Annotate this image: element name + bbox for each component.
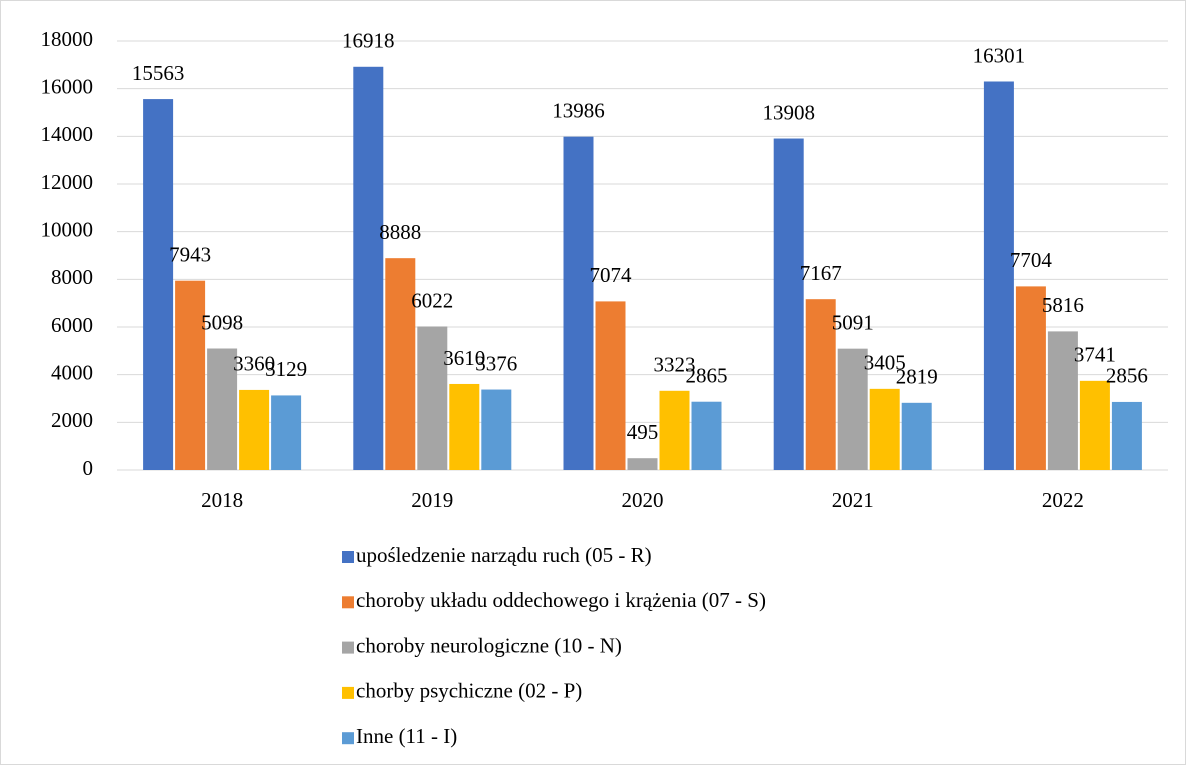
legend-swatch	[342, 732, 354, 745]
y-tick-label: 4000	[51, 360, 93, 384]
legend-swatch	[342, 686, 354, 699]
bar	[239, 389, 270, 470]
data-label: 495	[627, 420, 659, 444]
legend-swatch	[342, 551, 354, 563]
data-label: 16301	[973, 43, 1026, 67]
y-tick-label: 18000	[41, 27, 94, 51]
data-label: 2856	[1106, 364, 1148, 388]
bar	[175, 280, 206, 470]
data-label: 2865	[686, 364, 728, 388]
y-tick-label: 16000	[41, 74, 94, 98]
x-tick-label: 2022	[1042, 488, 1084, 512]
legend-swatch	[342, 641, 354, 654]
bar	[659, 390, 690, 470]
legend-label: Inne (11 - I)	[356, 724, 457, 748]
bar	[837, 348, 868, 470]
data-label: 6022	[411, 288, 453, 312]
bar	[901, 402, 932, 470]
data-label: 3323	[654, 353, 696, 377]
data-label: 2819	[896, 365, 938, 389]
legend-label: upośledzenie narządu ruch (05 - R)	[356, 543, 652, 567]
legend-label: chorby psychiczne (02 - P)	[356, 679, 582, 703]
bar	[1015, 286, 1046, 470]
data-label: 3741	[1074, 343, 1116, 367]
data-label: 5091	[832, 310, 874, 334]
data-label: 7074	[590, 263, 633, 287]
data-label: 3610	[443, 346, 485, 370]
bar	[385, 258, 416, 470]
bar	[143, 99, 174, 470]
bar	[563, 136, 594, 471]
data-label: 15563	[132, 61, 185, 85]
data-label: 7704	[1010, 248, 1053, 272]
y-tick-label: 2000	[51, 408, 93, 432]
data-label: 3360	[233, 352, 275, 376]
bar	[481, 389, 512, 470]
bar	[417, 326, 448, 470]
legend-label: choroby neurologiczne (10 - N)	[356, 633, 622, 657]
legend-label: choroby układu oddechowego i krążenia (0…	[356, 588, 766, 612]
y-tick-label: 0	[83, 456, 94, 480]
legend-swatch	[342, 596, 354, 609]
bar	[627, 458, 658, 470]
data-label: 13986	[552, 98, 605, 122]
bar	[773, 138, 804, 470]
data-label: 3405	[864, 351, 906, 375]
bar	[983, 81, 1014, 471]
bar	[869, 388, 900, 470]
x-tick-label: 2021	[832, 488, 874, 512]
y-tick-label: 6000	[51, 313, 93, 337]
data-label: 3129	[265, 357, 307, 381]
bar	[805, 299, 836, 470]
bar	[1079, 380, 1110, 470]
bar	[1111, 401, 1142, 470]
x-tick-label: 2020	[622, 488, 664, 512]
data-label: 7943	[169, 243, 211, 267]
data-label: 5816	[1042, 293, 1084, 317]
data-label: 3376	[475, 351, 517, 375]
data-label: 7167	[800, 261, 842, 285]
data-label: 13908	[762, 100, 815, 124]
y-tick-label: 14000	[41, 122, 94, 146]
data-label: 8888	[379, 220, 421, 244]
bar	[207, 348, 238, 470]
x-tick-label: 2018	[201, 488, 243, 512]
y-tick-label: 8000	[51, 265, 93, 289]
bar	[691, 401, 722, 470]
bar	[1047, 331, 1078, 470]
bar	[595, 301, 626, 470]
y-tick-label: 10000	[41, 217, 94, 241]
bar	[271, 395, 302, 470]
y-tick-label: 12000	[41, 170, 94, 194]
bar	[353, 66, 384, 471]
data-label: 16918	[342, 29, 395, 53]
bar	[449, 383, 480, 470]
data-label: 5098	[201, 310, 243, 334]
x-tick-label: 2019	[411, 488, 453, 512]
